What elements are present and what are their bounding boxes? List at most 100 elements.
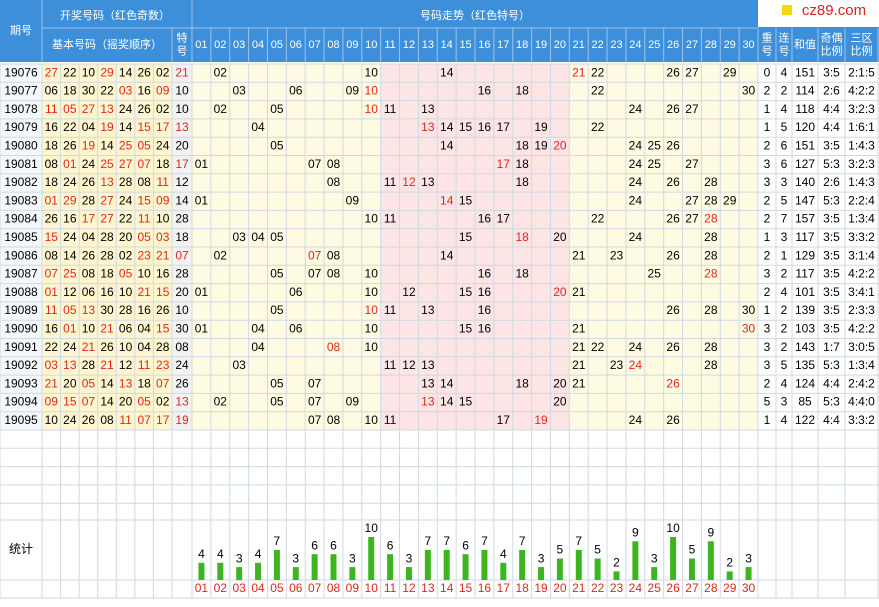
basic-number: 14: [100, 395, 114, 409]
logo-icon: [782, 5, 792, 15]
zones: 4:2:2: [848, 84, 875, 98]
basic-number: 14: [119, 65, 133, 79]
header-consecutive: 连号: [779, 31, 790, 57]
trend-number: 05: [270, 139, 284, 153]
basic-number: 28: [100, 230, 114, 244]
basic-number: 05: [137, 395, 151, 409]
period: 19088: [4, 285, 38, 299]
basic-number: 10: [119, 285, 133, 299]
consecutive: 5: [781, 193, 788, 207]
trend-number: 21: [572, 358, 586, 372]
stat-value: 6: [330, 538, 337, 552]
special-number: 24: [175, 358, 189, 372]
stat-number: 15: [459, 581, 473, 595]
sum: 114: [795, 84, 814, 98]
trend-number: 28: [704, 358, 718, 372]
consecutive: 3: [781, 230, 788, 244]
basic-number: 13: [82, 303, 96, 317]
sum: 117: [795, 267, 814, 281]
stat-number: 27: [685, 581, 699, 595]
period: 19080: [4, 139, 38, 153]
sum: 103: [795, 322, 815, 336]
trend-number: 13: [421, 376, 435, 390]
trend-number: 02: [214, 395, 228, 409]
basic-number: 26: [63, 139, 77, 153]
sum: 140: [795, 175, 815, 189]
trend-number: 29: [723, 193, 737, 207]
trend-number: 02: [214, 102, 228, 116]
header-number: 15: [459, 39, 471, 51]
odd-even: 1:7: [823, 340, 840, 354]
sum: 101: [795, 285, 815, 299]
basic-number: 15: [63, 395, 77, 409]
basic-number: 08: [100, 413, 114, 427]
trend-number: 16: [478, 212, 492, 226]
trend-number: 20: [553, 395, 567, 409]
zones: 3:2:3: [848, 157, 875, 171]
stat-number: 24: [629, 581, 643, 595]
repeat: 2: [764, 285, 771, 299]
stat-number: 10: [365, 581, 379, 595]
basic-number: 30: [100, 303, 114, 317]
sum: 85: [798, 395, 812, 409]
stat-value: 6: [387, 538, 394, 552]
stat-value: 3: [349, 551, 356, 565]
special-number: 19: [175, 413, 189, 427]
basic-number: 16: [63, 212, 77, 226]
trend-number: 26: [666, 248, 680, 262]
trend-number: 26: [666, 303, 680, 317]
header-draw: 开奖号码（红色奇数）: [60, 8, 170, 22]
header-number: 18: [516, 39, 528, 51]
trend-number: 28: [704, 248, 718, 262]
odd-even: 4:4: [823, 120, 840, 134]
zones: 1:4:3: [848, 139, 875, 153]
consecutive: 2: [781, 84, 788, 98]
sum: 147: [795, 193, 815, 207]
trend-number: 28: [704, 340, 718, 354]
odd-even: 2:6: [823, 175, 840, 189]
trend-number: 22: [591, 65, 605, 79]
logo-box: [758, 0, 879, 27]
basic-number: 28: [100, 248, 114, 262]
basic-number: 25: [63, 267, 77, 281]
basic-number: 20: [119, 395, 133, 409]
sum: 139: [795, 303, 815, 317]
special-number: 12: [175, 175, 189, 189]
basic-number: 10: [82, 65, 96, 79]
basic-number: 15: [45, 230, 59, 244]
repeat: 3: [764, 267, 771, 281]
special-number: 28: [175, 267, 189, 281]
basic-number: 27: [45, 65, 59, 79]
stat-bar: [500, 562, 507, 580]
basic-number: 21: [156, 248, 170, 262]
header-number: 01: [195, 39, 207, 51]
zones: 3:3:2: [848, 230, 875, 244]
period: 19093: [4, 376, 38, 390]
odd-even: 3:5: [823, 139, 840, 153]
trend-number: 26: [666, 65, 680, 79]
stat-value: 3: [292, 551, 299, 565]
header-number: 24: [629, 39, 641, 51]
basic-number: 09: [45, 395, 59, 409]
repeat: 1: [764, 230, 771, 244]
basic-number: 24: [119, 193, 133, 207]
trend-number: 08: [327, 175, 341, 189]
basic-number: 18: [45, 139, 59, 153]
stat-value: 10: [666, 521, 680, 535]
stat-value: 3: [745, 551, 752, 565]
basic-number: 10: [119, 340, 133, 354]
header-odd-even: 奇偶比例: [821, 31, 843, 57]
trend-number: 10: [365, 84, 379, 98]
basic-number: 29: [63, 193, 77, 207]
odd-even: 4:4: [823, 376, 840, 390]
consecutive: 6: [781, 157, 788, 171]
trend-number: 04: [251, 230, 265, 244]
stat-number: 09: [346, 581, 360, 595]
trend-number: 06: [289, 285, 303, 299]
basic-number: 05: [63, 102, 77, 116]
header-number: 08: [327, 39, 339, 51]
basic-number: 28: [119, 303, 133, 317]
stat-number: 11: [384, 581, 397, 595]
basic-number: 09: [156, 84, 170, 98]
zones: 3:2:3: [848, 102, 875, 116]
